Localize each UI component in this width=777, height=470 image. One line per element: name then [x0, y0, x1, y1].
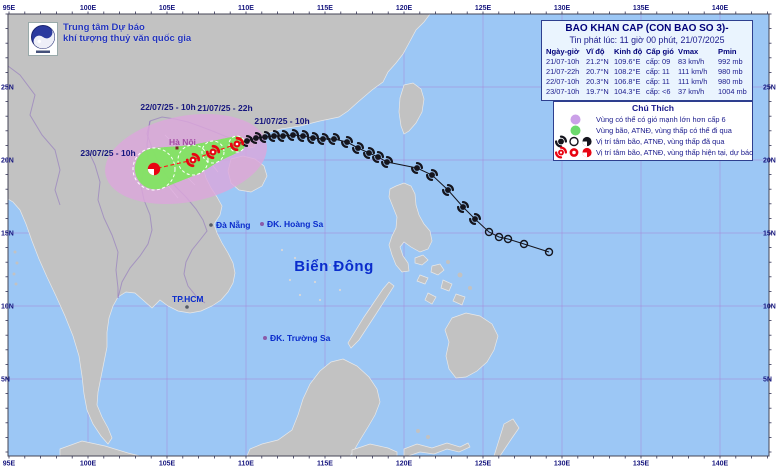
svg-text:140E: 140E — [712, 461, 729, 468]
legend-item-label: Vùng bão, ATNĐ, vùng thấp có thể đi qua — [596, 125, 732, 135]
forecast-cell: 109.6°E — [614, 57, 641, 66]
forecast-cell: 21/07-10h — [546, 57, 580, 66]
forecast-cell: 19.7°N — [586, 87, 609, 96]
forecast-cell: cấp: 11 — [646, 77, 670, 86]
svg-text:20N: 20N — [763, 158, 776, 165]
forecast-col-header: Vmax — [678, 47, 699, 56]
svg-text:5N: 5N — [1, 377, 10, 384]
current-track-icons — [555, 145, 592, 159]
svg-text:10N: 10N — [1, 304, 14, 311]
svg-text:100E: 100E — [80, 5, 97, 12]
forecast-cell: 106.8°E — [614, 77, 641, 86]
svg-text:125E: 125E — [475, 5, 492, 12]
bulletin-title: BAO KHAN CAP (CON BAO SO 3)- — [565, 23, 729, 34]
forecast-cell: cấp: <6 — [646, 87, 671, 96]
forecast-row: 23/07-10h 19.7°N 104.3°E cấp: <6 37 km/h 1004… — [545, 87, 749, 97]
purple-area-icon — [570, 114, 580, 124]
svg-text:Đà Nẵng: Đà Nẵng — [216, 219, 250, 230]
svg-text:Hà Nội: Hà Nội — [169, 137, 196, 147]
nchmf-logo-icon — [28, 22, 58, 56]
legend-item-label: Vị trí tâm bão, ATNĐ, vùng thấp đã qua — [596, 136, 725, 146]
forecast-table-header: Ngày-giờ Vĩ độ Kinh độ Cấp gió Vmax Pmin — [545, 47, 749, 57]
green-area-icon — [570, 125, 580, 135]
svg-text:130E: 130E — [554, 461, 571, 468]
forecast-cell: cấp: 11 — [646, 67, 670, 76]
forecast-cell: 23/07-10h — [546, 87, 580, 96]
svg-text:23/07/25 - 10h: 23/07/25 - 10h — [80, 148, 135, 158]
legend-item: Vùng có thể có gió mạnh lớn hơn cấp 6 — [554, 114, 752, 124]
svg-text:120E: 120E — [396, 461, 413, 468]
forecast-cell: 980 mb — [718, 67, 743, 76]
forecast-row: 22/07-10h 20.3°N 106.8°E cấp: 11 111 km/h 980… — [545, 77, 749, 87]
forecast-cell: 111 km/h — [678, 67, 708, 76]
forecast-col-header: Ngày-giờ — [546, 47, 580, 56]
legend-item-label: Vị trí tâm bão, ATNĐ, vùng thấp hiện tại… — [596, 147, 754, 157]
past-track-icons — [555, 134, 592, 148]
legend: Chú Thích Vùng có thể có gió mạnh lớn hơ… — [553, 101, 753, 161]
forecast-col-header: Kinh độ — [614, 47, 643, 56]
forecast-cell: 980 mb — [718, 77, 743, 86]
svg-text:TP.HCM: TP.HCM — [172, 294, 204, 304]
storm-info-box: BAO KHAN CAP (CON BAO SO 3)- Tin phát lú… — [541, 20, 753, 101]
svg-text:125E: 125E — [475, 461, 492, 468]
svg-text:15N: 15N — [763, 231, 776, 238]
svg-text:95E: 95E — [3, 461, 16, 468]
bulletin-issued-time: Tin phát lúc: 11 giờ 00 phút, 21/07/2025 — [569, 35, 725, 45]
forecast-table: Ngày-giờ Vĩ độ Kinh độ Cấp gió Vmax Pmin 21/0… — [545, 47, 749, 97]
forecast-cell: 21.2°N — [586, 57, 609, 66]
forecast-row: 21/07-10h 21.2°N 109.6°E cấp: 09 83 km/h 992 … — [545, 57, 749, 67]
svg-text:21/07/25 - 10h: 21/07/25 - 10h — [254, 116, 309, 126]
svg-text:95E: 95E — [3, 5, 16, 12]
svg-text:110E: 110E — [238, 461, 254, 468]
org-name-line2: khí tượng thuỷ văn quốc gia — [63, 33, 192, 44]
svg-text:110E: 110E — [238, 5, 254, 12]
legend-item: Vị trí tâm bão, ATNĐ, vùng thấp hiện tại… — [554, 145, 754, 159]
forecast-cell: 21/07-22h — [546, 67, 580, 76]
svg-text:10N: 10N — [763, 304, 776, 311]
forecast-cell: 22/07-10h — [546, 77, 580, 86]
forecast-col-header: Cấp gió — [646, 47, 674, 56]
svg-text:115E: 115E — [317, 5, 333, 12]
svg-text:21/07/25 - 22h: 21/07/25 - 22h — [197, 103, 252, 113]
forecast-row: 21/07-22h 20.7°N 108.2°E cấp: 11 111 km/h 980… — [545, 67, 749, 77]
legend-title: Chú Thích — [631, 103, 674, 113]
svg-text:5N: 5N — [763, 377, 772, 384]
svg-text:105E: 105E — [159, 5, 176, 12]
forecast-cell: 37 km/h — [678, 87, 705, 96]
svg-text:100E: 100E — [80, 461, 97, 468]
svg-text:115E: 115E — [317, 461, 333, 468]
svg-text:135E: 135E — [633, 5, 650, 12]
svg-text:Biển Đông: Biển Đông — [294, 258, 374, 275]
forecast-col-header: Pmin — [718, 47, 737, 56]
forecast-cell: 1004 mb — [718, 87, 747, 96]
svg-text:135E: 135E — [633, 461, 650, 468]
legend-item: Vị trí tâm bão, ATNĐ, vùng thấp đã qua — [554, 134, 752, 148]
svg-text:120E: 120E — [396, 5, 413, 12]
forecast-cell: 992 mb — [718, 57, 743, 66]
svg-text:105E: 105E — [159, 461, 176, 468]
svg-text:20N: 20N — [1, 158, 14, 165]
svg-text:ĐK. Trường Sa: ĐK. Trường Sa — [270, 333, 331, 343]
forecast-cell: 83 km/h — [678, 57, 705, 66]
forecast-cell: 20.7°N — [586, 67, 609, 76]
forecast-cell: 108.2°E — [614, 67, 641, 76]
svg-text:ĐK. Hoàng Sa: ĐK. Hoàng Sa — [267, 219, 323, 229]
svg-text:15N: 15N — [1, 231, 14, 238]
forecast-cell: 20.3°N — [586, 77, 609, 86]
org-name-line1: Trung tâm Dự báo — [63, 22, 145, 33]
forecast-col-header: Vĩ độ — [586, 47, 605, 56]
org-header: Trung tâm Dự báo khí tượng thuỷ văn quốc… — [28, 22, 191, 56]
legend-item: Vùng bão, ATNĐ, vùng thấp có thể đi qua — [554, 125, 752, 135]
svg-text:130E: 130E — [554, 5, 571, 12]
svg-text:140E: 140E — [712, 5, 729, 12]
forecast-cell: cấp: 09 — [646, 57, 671, 66]
legend-item-label: Vùng có thể có gió mạnh lớn hơn cấp 6 — [596, 114, 726, 124]
forecast-cell: 104.3°E — [614, 87, 641, 96]
forecast-cell: 111 km/h — [678, 77, 708, 86]
svg-text:25N: 25N — [763, 85, 776, 92]
svg-text:25N: 25N — [1, 85, 14, 92]
svg-text:22/07/25 - 10h: 22/07/25 - 10h — [140, 102, 195, 112]
